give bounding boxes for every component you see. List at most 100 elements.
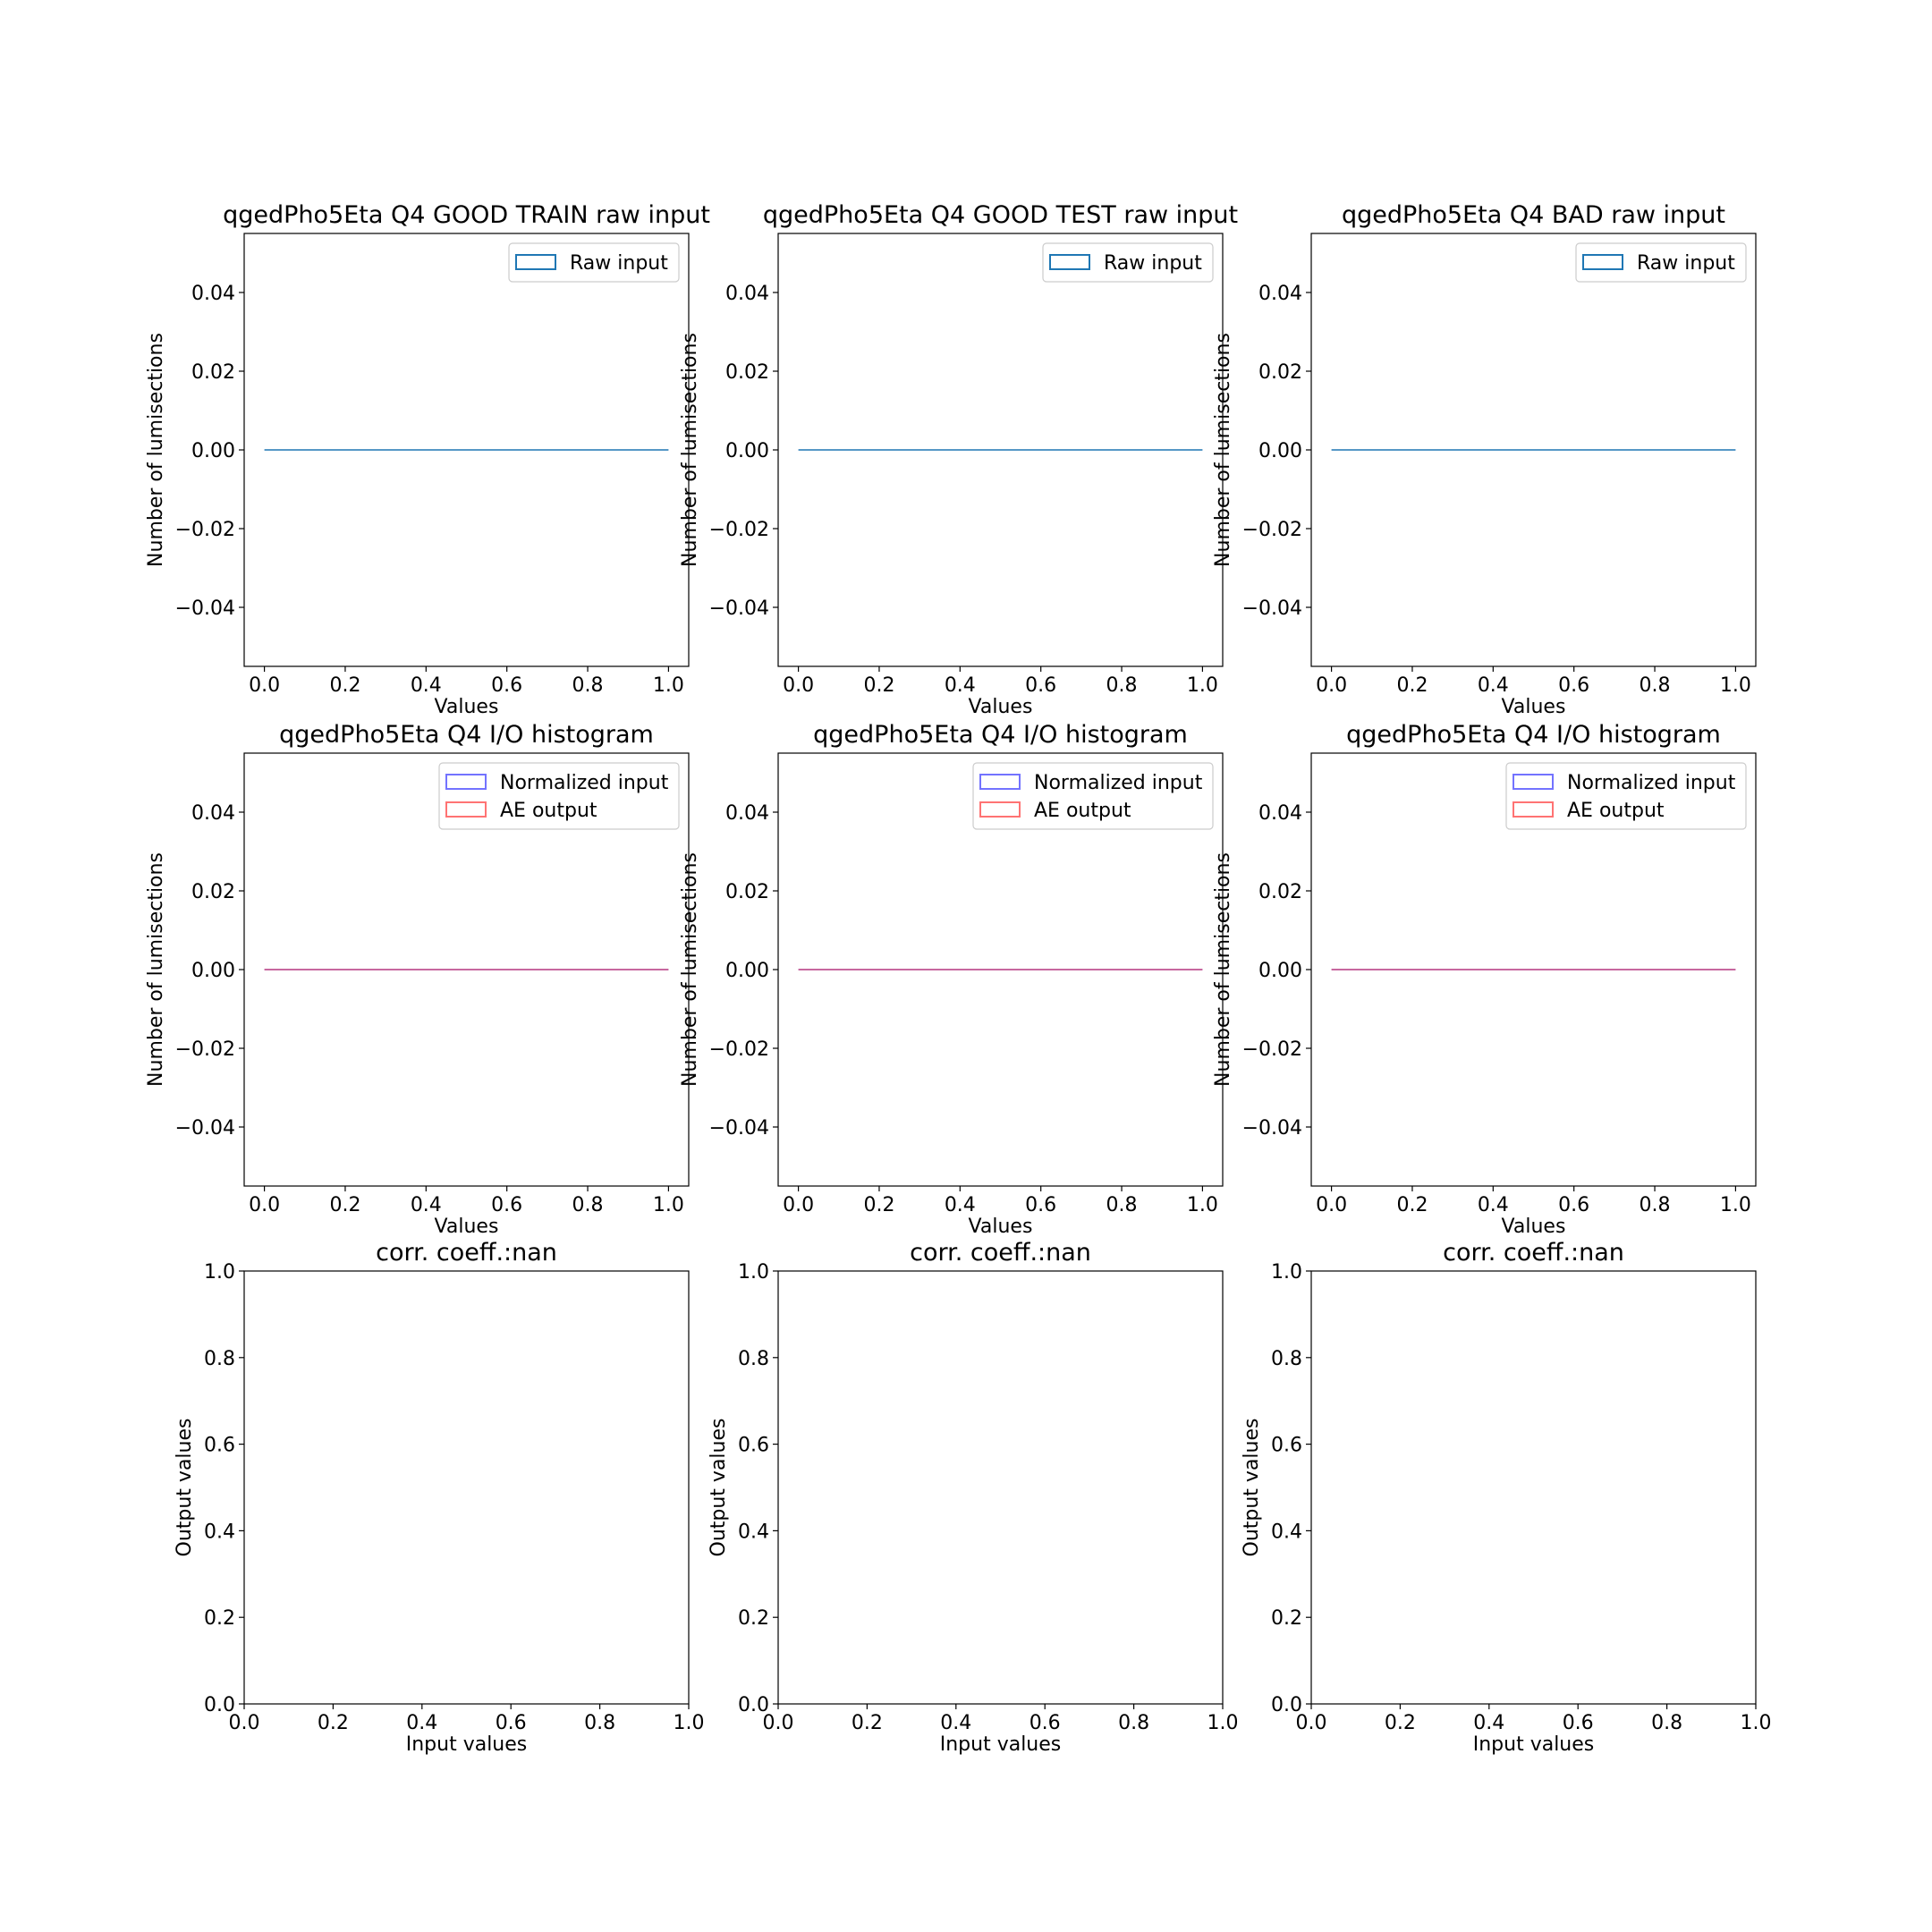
subplot-title: qgedPho5Eta Q4 I/O histogram <box>1346 721 1721 749</box>
x-tick-label: 0.8 <box>1106 674 1138 697</box>
x-tick-label: 0.2 <box>863 1194 894 1216</box>
x-tick-label: 1.0 <box>1187 674 1218 697</box>
x-tick-label: 0.8 <box>572 674 604 697</box>
y-tick-label: 0.2 <box>738 1607 769 1630</box>
subplot-title: corr. coeff.:nan <box>376 1239 557 1267</box>
y-tick-label: 1.0 <box>204 1261 235 1284</box>
x-axis-label: Input values <box>1473 1733 1595 1756</box>
x-tick-label: 0.6 <box>1563 1712 1594 1734</box>
x-tick-label: 0.2 <box>329 1194 360 1216</box>
legend-box <box>438 762 680 830</box>
y-tick-label: 0.04 <box>191 802 235 825</box>
x-tick-label: 0.0 <box>229 1712 260 1734</box>
legend-label: Raw input <box>570 252 668 275</box>
y-tick-label: −0.02 <box>709 519 769 541</box>
subplot-4: qgedPho5Eta Q4 I/O histogram 0.0 0.2 0.4 0.6… <box>145 721 690 1238</box>
subplot-1: qgedPho5Eta Q4 GOOD TRAIN raw input 0.0 0.… <box>145 201 710 718</box>
legend-swatch <box>1049 254 1090 270</box>
y-tick-label: 0.2 <box>1271 1607 1302 1630</box>
x-tick-label: 0.4 <box>411 674 442 697</box>
subplot-title: qgedPho5Eta Q4 I/O histogram <box>813 721 1188 749</box>
y-tick-label: −0.04 <box>709 597 769 620</box>
x-tick-label: 0.8 <box>1640 674 1671 697</box>
legend-swatch <box>445 774 487 790</box>
y-tick-label: −0.02 <box>1242 519 1302 541</box>
y-tick-label: −0.04 <box>175 1117 235 1140</box>
y-tick-label: 0.04 <box>725 802 769 825</box>
y-axis-label: Number of lumisections <box>145 333 167 567</box>
x-tick-label: 0.4 <box>1478 674 1509 697</box>
y-axis-label: Number of lumisections <box>679 852 701 1087</box>
y-tick-label: 0.6 <box>1271 1435 1302 1457</box>
subplot-6: qgedPho5Eta Q4 I/O histogram 0.0 0.2 0.4 0.6… <box>1212 721 1757 1238</box>
x-tick-label: 0.2 <box>863 674 894 697</box>
y-tick-label: −0.02 <box>1242 1038 1302 1061</box>
x-tick-label: 0.0 <box>1316 1194 1347 1216</box>
subplot-5: qgedPho5Eta Q4 I/O histogram 0.0 0.2 0.4 0.6… <box>679 721 1224 1238</box>
subplot-9: corr. coeff.:nan 0.0 0.2 0.4 0.6 0.8 1.0 0.0 0.2… <box>1241 1239 1772 1756</box>
x-axis-label: Values <box>1502 1216 1566 1238</box>
x-tick-label: 0.0 <box>249 1194 280 1216</box>
legend-swatch <box>445 801 487 818</box>
x-tick-label: 0.4 <box>1478 1194 1509 1216</box>
x-tick-label: 1.0 <box>1720 1194 1751 1216</box>
x-tick-label: 0.8 <box>1106 1194 1138 1216</box>
x-tick-label: 0.6 <box>1025 1194 1056 1216</box>
y-tick-label: 0.02 <box>1258 361 1302 384</box>
legend-swatch <box>979 801 1021 818</box>
legend-swatch <box>979 774 1021 790</box>
x-tick-label: 0.0 <box>783 1194 814 1216</box>
y-tick-label: 0.6 <box>738 1435 769 1457</box>
x-tick-label: 1.0 <box>653 674 684 697</box>
y-tick-label: 0.02 <box>191 881 235 903</box>
x-tick-label: 0.2 <box>1396 674 1428 697</box>
x-tick-label: 0.4 <box>411 1194 442 1216</box>
x-tick-label: 0.6 <box>496 1712 527 1734</box>
legend-label: Normalized input <box>1567 772 1736 794</box>
y-tick-label: −0.02 <box>175 519 235 541</box>
y-axis-label: Output values <box>174 1419 196 1557</box>
x-tick-label: 0.6 <box>1025 674 1056 697</box>
y-tick-label: 0.8 <box>1271 1348 1302 1370</box>
y-tick-label: 0.04 <box>1258 802 1302 825</box>
x-tick-label: 0.2 <box>1385 1712 1416 1734</box>
y-tick-label: 0.00 <box>191 440 235 462</box>
subplot-title: qgedPho5Eta Q4 BAD raw input <box>1342 201 1725 229</box>
y-tick-label: 0.4 <box>738 1521 769 1543</box>
x-tick-label: 0.0 <box>249 674 280 697</box>
subplot-2: qgedPho5Eta Q4 GOOD TEST raw input 0.0 0.2… <box>679 201 1238 718</box>
legend-label: AE output <box>1034 800 1131 822</box>
x-tick-label: 1.0 <box>1208 1712 1239 1734</box>
y-tick-label: 1.0 <box>1271 1261 1302 1284</box>
x-axis-label: Values <box>435 696 499 718</box>
y-tick-label: 0.00 <box>1258 960 1302 982</box>
legend-box <box>972 762 1214 830</box>
x-tick-label: 0.8 <box>584 1712 615 1734</box>
legend-label: Raw input <box>1637 252 1735 275</box>
subplot-title: corr. coeff.:nan <box>1443 1239 1624 1267</box>
y-tick-label: 1.0 <box>738 1261 769 1284</box>
legend-label: Normalized input <box>1034 772 1203 794</box>
y-tick-label: 0.00 <box>725 440 769 462</box>
x-tick-label: 0.8 <box>572 1194 604 1216</box>
legend-box <box>1505 762 1747 830</box>
legend-swatch <box>1582 254 1623 270</box>
y-tick-label: −0.04 <box>709 1117 769 1140</box>
y-tick-label: 0.00 <box>725 960 769 982</box>
y-tick-label: 0.4 <box>204 1521 235 1543</box>
x-axis-label: Values <box>969 1216 1033 1238</box>
x-tick-label: 0.8 <box>1640 1194 1671 1216</box>
y-tick-label: 0.0 <box>738 1694 769 1716</box>
x-tick-label: 0.8 <box>1118 1712 1149 1734</box>
subplot-8: corr. coeff.:nan 0.0 0.2 0.4 0.6 0.8 1.0 0.0 0.2… <box>708 1239 1239 1756</box>
y-axis-label: Output values <box>1241 1419 1263 1557</box>
x-tick-label: 0.4 <box>945 674 976 697</box>
x-tick-label: 1.0 <box>674 1712 705 1734</box>
y-tick-label: 0.0 <box>1271 1694 1302 1716</box>
y-tick-label: 0.6 <box>204 1435 235 1457</box>
y-axis-label: Number of lumisections <box>679 333 701 567</box>
x-tick-label: 0.8 <box>1651 1712 1682 1734</box>
x-tick-label: 1.0 <box>1720 674 1751 697</box>
x-tick-label: 0.2 <box>318 1712 349 1734</box>
subplot-7: corr. coeff.:nan 0.0 0.2 0.4 0.6 0.8 1.0 0.0 0.2… <box>174 1239 705 1756</box>
